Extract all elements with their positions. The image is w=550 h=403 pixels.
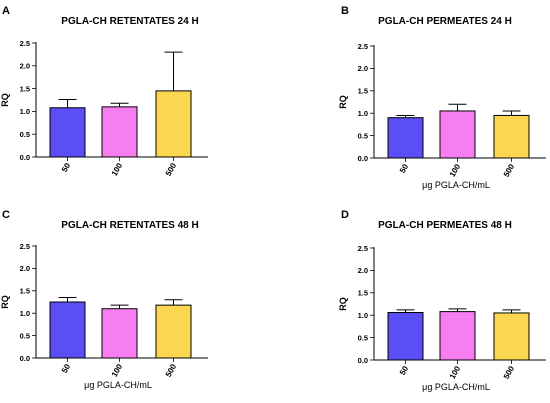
- y-tick-label: 1.0: [20, 107, 30, 116]
- y-tick-label: 1.5: [358, 87, 368, 96]
- y-tick-label: 2.5: [20, 242, 30, 251]
- y-tick-label: 1.0: [358, 109, 368, 118]
- y-axis-label: RQ: [338, 297, 348, 311]
- y-tick-label: 2.5: [20, 39, 30, 48]
- panel-letter: B: [341, 5, 349, 17]
- bar-500: [155, 90, 192, 158]
- y-tick-label: 2.0: [20, 62, 30, 71]
- x-tick-label: 100: [110, 161, 125, 178]
- y-tick-label: 2.5: [358, 244, 368, 253]
- panel-title: PGLA-CH PERMEATES 48 H: [378, 220, 512, 231]
- bar-500: [493, 312, 530, 361]
- chart-panel-d: D PGLA-CH PERMEATES 48 H RQ 0.0 0.5 1.0 1.5 2.0…: [338, 209, 546, 392]
- x-tick-label: 50: [398, 364, 411, 377]
- y-tick-label: 1.5: [358, 289, 368, 298]
- panel-title: PGLA-CH PERMEATES 24 H: [378, 16, 512, 27]
- y-tick-label: 0.5: [20, 331, 30, 340]
- x-tick-label: 500: [164, 362, 179, 379]
- x-tick-label: 50: [60, 362, 73, 375]
- panel-letter: D: [341, 209, 349, 221]
- bar-100: [439, 110, 476, 159]
- y-tick-label: 2.0: [358, 266, 368, 275]
- bar-50: [387, 312, 424, 361]
- y-tick-label: 2.5: [358, 42, 368, 51]
- chart-panel-c: C PGLA-CH RETENTATES 48 H RQ 0.0 0.5 1.0 1.5 2.…: [0, 209, 208, 390]
- panel-letter: C: [2, 209, 10, 221]
- y-tick-label: 1.5: [20, 84, 30, 93]
- x-tick-label: 500: [502, 162, 517, 179]
- y-axis-label: RQ: [0, 93, 10, 107]
- y-tick-label: 2.0: [20, 264, 30, 273]
- x-axis-label: μg PGLA-CH/mL: [422, 382, 490, 392]
- panel-title: PGLA-CH RETENTATES 24 H: [61, 16, 198, 27]
- y-tick-label: 0.0: [358, 154, 368, 163]
- x-tick-label: 100: [110, 362, 125, 379]
- panel-letter: A: [2, 5, 10, 17]
- bar-500: [493, 114, 530, 159]
- x-tick-label: 50: [398, 162, 411, 175]
- panel-title: PGLA-CH RETENTATES 48 H: [61, 220, 198, 231]
- x-tick-label: 100: [448, 162, 463, 179]
- y-tick-label: 1.5: [20, 287, 30, 296]
- y-tick-label: 0.0: [358, 356, 368, 365]
- y-tick-label: 0.0: [20, 153, 30, 162]
- x-axis-label: μg PGLA-CH/mL: [422, 180, 490, 190]
- y-axis-label: RQ: [338, 95, 348, 109]
- bar-100: [439, 311, 476, 361]
- bar-100: [101, 308, 138, 359]
- y-tick-label: 1.0: [20, 309, 30, 318]
- x-tick-label: 500: [502, 364, 517, 381]
- chart-panel-b: B PGLA-CH PERMEATES 24 H RQ 0.0 0.5 1.0 1.5 2.0…: [338, 5, 546, 190]
- x-tick-label: 100: [448, 364, 463, 381]
- y-tick-label: 0.5: [20, 130, 30, 139]
- chart-panel-a: A PGLA-CH RETENTATES 24 H RQ 0.0 0.5 1.0 1.5 2.…: [0, 5, 208, 178]
- y-axis-label: RQ: [0, 295, 10, 309]
- bar-50: [49, 301, 86, 359]
- bar-50: [387, 117, 424, 159]
- y-tick-label: 0.5: [358, 131, 368, 140]
- bar-50: [49, 107, 86, 158]
- bar-100: [101, 106, 138, 158]
- y-tick-label: 1.0: [358, 311, 368, 320]
- y-tick-label: 0.5: [358, 333, 368, 342]
- x-axis-label: μg PGLA-CH/mL: [84, 380, 152, 390]
- x-tick-label: 500: [164, 161, 179, 178]
- bar-500: [155, 304, 192, 359]
- y-tick-label: 2.0: [358, 64, 368, 73]
- x-tick-label: 50: [60, 161, 73, 174]
- y-tick-label: 0.0: [20, 354, 30, 363]
